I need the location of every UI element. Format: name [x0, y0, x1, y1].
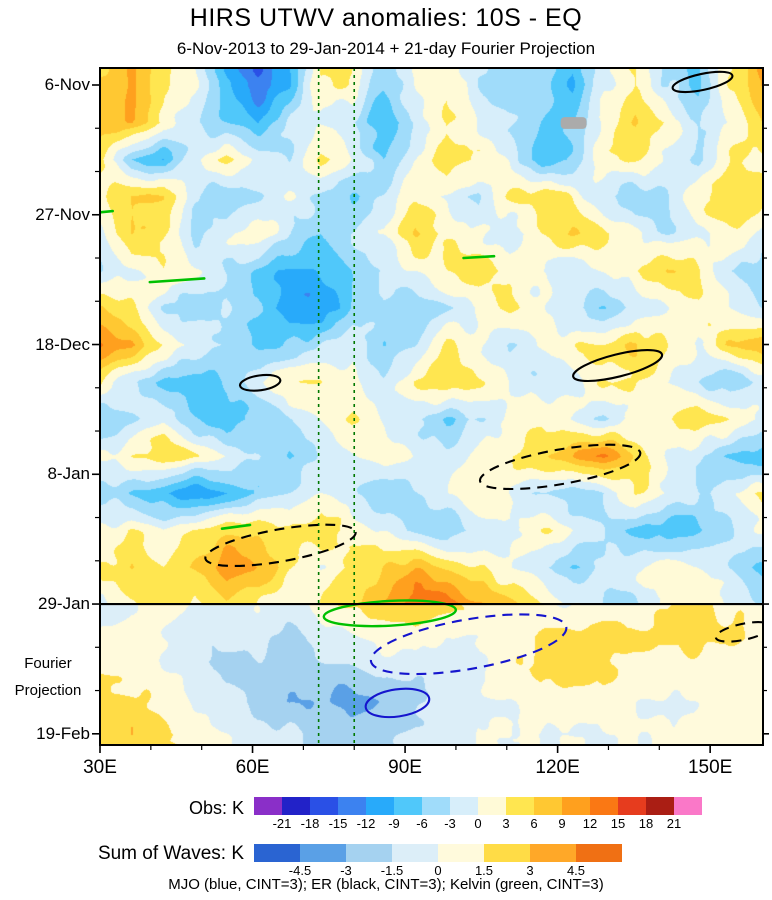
obs-colorbar-tick-label: -3: [444, 816, 456, 831]
sum-colorbar-tick-label: 1.5: [474, 863, 494, 878]
sum-colorbar-tick-label: -1.5: [380, 863, 404, 878]
fourier-label-line1: Fourier: [24, 655, 72, 672]
sum-colorbar-tick-label: 0: [434, 863, 442, 878]
x-tick-label: 90E: [388, 757, 422, 778]
obs-colorbar-tick-label: 18: [638, 816, 654, 831]
obs-colorbar-segment: [422, 797, 450, 815]
sum-colorbar-segment: [484, 844, 530, 862]
sum-colorbar-tick-label: 3: [526, 863, 534, 878]
sum-colorbar-tick-label: -4.5: [288, 863, 312, 878]
x-tick-label: 120E: [535, 757, 580, 778]
sum-colorbar-segment: [346, 844, 392, 862]
obs-colorbar-tick-label: 12: [582, 816, 598, 831]
obs-colorbar-tick-label: -18: [300, 816, 320, 831]
obs-colorbar-tick-label: -9: [388, 816, 400, 831]
obs-colorbar-segment: [450, 797, 478, 815]
obs-colorbar-segment: [590, 797, 618, 815]
x-tick-label: 150E: [687, 757, 733, 778]
sum-colorbar-segment: [254, 844, 300, 862]
y-tick-label: 27-Nov: [35, 204, 90, 224]
y-tick-label: 18-Dec: [35, 334, 90, 354]
fourier-label-line2: Projection: [14, 682, 82, 699]
obs-colorbar-tick-label: 15: [610, 816, 626, 831]
sum-colorbar-segment: [530, 844, 576, 862]
obs-colorbar-segment: [506, 797, 534, 815]
obs-colorbar-segment: [254, 797, 282, 815]
obs-colorbar-segment: [674, 797, 702, 815]
sum-colorbar-segment: [438, 844, 484, 862]
obs-colorbar-tick-label: -21: [272, 816, 292, 831]
obs-colorbar: [254, 797, 702, 815]
sum-colorbar-label: Sum of Waves: K: [97, 843, 244, 864]
obs-colorbar-segment: [562, 797, 590, 815]
chart-title: HIRS UTWV anomalies: 10S - EQ: [189, 4, 583, 32]
obs-colorbar-tick-label: 3: [502, 816, 510, 831]
obs-colorbar-segment: [366, 797, 394, 815]
x-tick-label: 30E: [83, 757, 117, 778]
obs-colorbar-segment: [646, 797, 674, 815]
obs-colorbar-tick-label: 0: [474, 816, 482, 831]
y-tick-label: 19-Feb: [36, 723, 90, 743]
obs-colorbar-segment: [534, 797, 562, 815]
y-tick-label: 29-Jan: [38, 594, 90, 614]
chart-subtitle: 6-Nov-2013 to 29-Jan-2014 + 21-day Fouri…: [176, 39, 596, 58]
obs-colorbar-tick-label: -12: [356, 816, 376, 831]
y-tick-label: 6-Nov: [44, 75, 90, 94]
obs-colorbar-tick-label: 6: [530, 816, 538, 831]
obs-colorbar-segment: [618, 797, 646, 815]
anomaly-field-canvas: [100, 68, 763, 745]
sum-colorbar-tick-label: -3: [340, 863, 352, 878]
sum-of-waves-colorbar: [254, 844, 622, 862]
obs-colorbar-tick-label: 9: [558, 816, 566, 831]
obs-colorbar-segment: [478, 797, 506, 815]
sum-colorbar-segment: [576, 844, 622, 862]
wave-legend-caption: MJO (blue, CINT=3); ER (black, CINT=3); …: [168, 876, 604, 893]
y-tick-label: 8-Jan: [47, 464, 90, 484]
sum-colorbar-segment: [300, 844, 346, 862]
obs-colorbar-tick-label: -15: [328, 816, 348, 831]
obs-colorbar-label: Obs: K: [188, 798, 244, 818]
sum-colorbar-segment: [392, 844, 438, 862]
x-tick-label: 60E: [235, 757, 270, 778]
obs-colorbar-segment: [394, 797, 422, 815]
obs-colorbar-segment: [338, 797, 366, 815]
obs-colorbar-segment: [310, 797, 338, 815]
sum-colorbar-tick-label: 4.5: [566, 863, 586, 878]
obs-colorbar-tick-label: -6: [416, 816, 428, 831]
fourier-projection-label: Fourier Projection: [2, 650, 94, 704]
obs-colorbar-tick-label: 21: [666, 816, 682, 831]
obs-colorbar-segment: [282, 797, 310, 815]
